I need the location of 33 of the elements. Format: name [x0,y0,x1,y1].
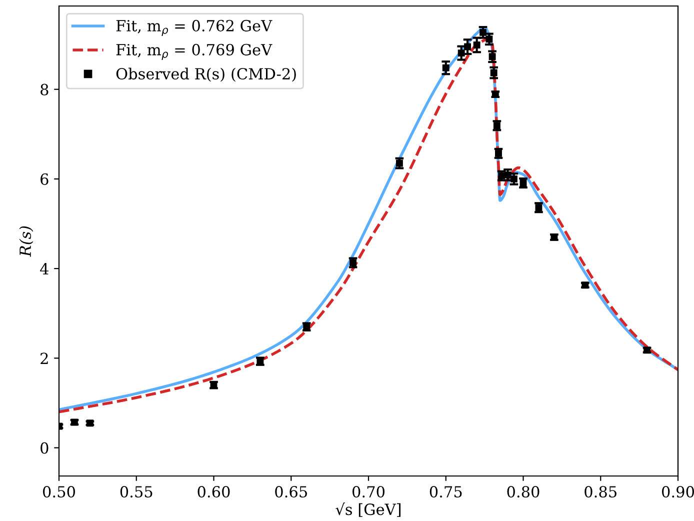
legend-label: Fit, m$_{ρ}$ = 0.769 GeV [116,44,272,60]
point [256,358,264,365]
x-tick-label: 0.65 [275,486,307,498]
point [458,50,465,57]
legend-label: Observed R(s) (CMD-2) [116,68,296,82]
y-tick-label: 6 [40,173,48,185]
point [510,175,518,182]
x-tick-label: 0.55 [120,486,152,498]
y-tick-label: 2 [40,352,48,364]
point [86,420,94,427]
y-tick-label: 4 [40,263,49,274]
point [442,64,450,72]
x-tick-label: 0.85 [584,486,616,498]
point [488,53,496,60]
y-tick-label: 8 [40,84,48,96]
point [486,36,493,43]
point [582,282,589,289]
x-tick-label: 0.50 [43,486,75,498]
x-tick-label: 0.60 [198,486,230,498]
point [396,160,403,167]
point [303,323,310,330]
point [490,69,498,76]
point [473,42,480,48]
x-tick-label: 0.80 [507,486,540,498]
x-tick-label: 0.90 [662,486,694,498]
x-tick-label: 0.75 [430,486,462,498]
x-tick-label: 0.70 [352,486,384,498]
point [644,346,651,354]
point [464,43,472,50]
legend-label: Fit, m$_{ρ}$ = 0.762 GeV [116,20,272,36]
y-axis-title: R(s) [19,226,34,257]
y-tick-label: 0 [40,442,48,454]
x-axis-title: √s [GeV] [336,502,400,517]
